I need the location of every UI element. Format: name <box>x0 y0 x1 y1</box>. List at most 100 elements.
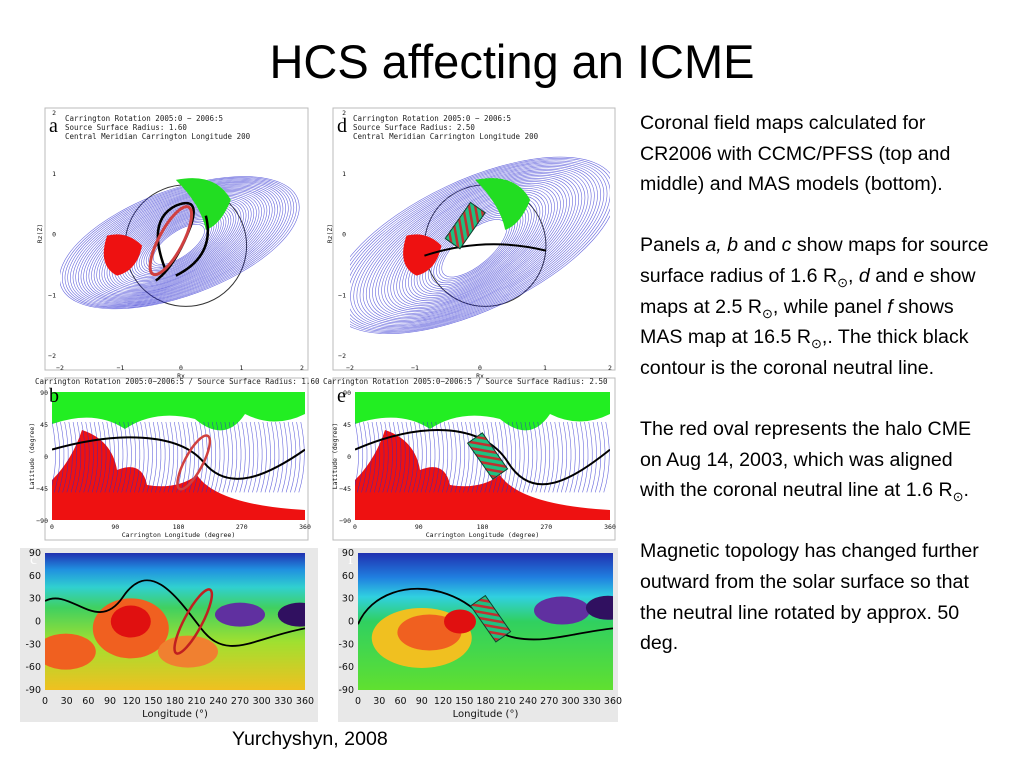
x-tick-label: 180 <box>166 696 184 707</box>
field-line <box>458 421 466 493</box>
field-line <box>116 201 242 286</box>
field-line <box>405 193 544 302</box>
field-line <box>78 183 281 303</box>
y-tick-label: 90 <box>343 389 351 397</box>
x-tick-label: 300 <box>253 696 271 707</box>
field-line <box>382 421 389 493</box>
field-line <box>548 421 555 493</box>
x-axis-label: Longitude (°) <box>453 709 519 720</box>
y-tick-label: -90 <box>25 685 41 696</box>
field-line <box>88 187 270 299</box>
text-run: ,. The thick black contour is the corona… <box>640 326 969 379</box>
field-region <box>534 596 590 625</box>
y-tick-label: 2 <box>342 109 346 117</box>
panel-content <box>52 392 305 520</box>
field-line <box>514 421 521 493</box>
x-tick-label: 150 <box>144 696 162 707</box>
x-tick-label: 1 <box>240 364 244 372</box>
field-line <box>96 421 103 493</box>
field-line <box>98 192 260 295</box>
text-run: e <box>913 264 925 287</box>
field-line <box>350 158 610 333</box>
field-line <box>117 421 124 493</box>
x-axis-label: Longitude (°) <box>142 709 208 720</box>
cme-oval <box>176 434 212 491</box>
y-tick-label: 60 <box>29 571 41 582</box>
field-line <box>150 421 158 493</box>
neutral-line <box>45 579 305 647</box>
x-axis-label: Rx <box>476 372 484 380</box>
x-axis-label: Carrington Longitude (degree) <box>122 531 236 539</box>
positive-polarity <box>52 392 305 431</box>
field-line <box>75 182 284 304</box>
field-line <box>586 421 593 493</box>
field-region <box>277 602 305 627</box>
field-line <box>373 421 381 493</box>
field-line <box>214 421 221 493</box>
panel-letter: e <box>337 385 346 407</box>
field-line <box>356 167 592 325</box>
field-line <box>594 421 602 493</box>
y-tick-label: 60 <box>342 571 354 582</box>
field-line <box>85 186 273 300</box>
negative-polarity <box>403 234 442 276</box>
panel-title: Source Surface Radius: 2.50 <box>353 123 475 132</box>
panel-title: Carrington Rotation 2005:0 − 2006:5 <box>353 114 511 123</box>
x-tick-label: 270 <box>236 523 248 531</box>
field-line <box>539 421 546 493</box>
paragraph: The red oval represents the halo CME on … <box>640 414 992 506</box>
field-line <box>112 421 120 493</box>
field-line <box>573 421 580 493</box>
field-line <box>277 421 284 493</box>
y-tick-label: -60 <box>338 662 354 673</box>
x-tick-label: 0 <box>353 523 357 531</box>
x-tick-label: 90 <box>104 696 116 707</box>
field-line <box>543 421 551 493</box>
x-tick-label: 90 <box>111 523 119 531</box>
y-axis-label: Latitude (degree) <box>28 423 36 490</box>
field-line <box>119 202 239 285</box>
x-tick-label: −2 <box>346 364 354 372</box>
panel-letter: b <box>49 385 59 407</box>
field-line <box>350 164 598 328</box>
flux-rope-body <box>469 594 512 643</box>
negative-polarity <box>52 430 305 520</box>
panel-letter: c <box>30 551 37 568</box>
panel-frame <box>44 107 309 371</box>
x-tick-label: 210 <box>498 696 516 707</box>
field-line <box>509 421 517 493</box>
x-tick-label: 270 <box>231 696 249 707</box>
field-line <box>356 421 364 493</box>
x-tick-label: −1 <box>117 364 125 372</box>
text-run: Magnetic topology has changed further ou… <box>640 540 979 655</box>
positive-polarity <box>355 392 610 431</box>
field-line <box>60 176 300 310</box>
field-line <box>218 421 225 493</box>
field-line <box>129 421 136 493</box>
field-line <box>252 421 259 493</box>
field-line <box>416 421 423 493</box>
x-tick-label: 360 <box>604 523 616 531</box>
x-tick-label: 360 <box>299 523 311 531</box>
text-run: Panels <box>640 234 706 257</box>
x-tick-label: 240 <box>519 696 537 707</box>
y-tick-label: 0 <box>44 453 48 461</box>
y-tick-label: 0 <box>52 231 56 239</box>
field-line <box>582 421 589 493</box>
field-line <box>505 421 512 493</box>
text-run: and <box>738 234 782 257</box>
field-line <box>91 188 268 298</box>
field-line <box>58 421 65 493</box>
field-line <box>497 421 504 493</box>
field-region <box>444 609 476 634</box>
field-region <box>585 595 613 620</box>
field-line <box>402 191 547 303</box>
field-line <box>171 421 179 493</box>
field-line <box>104 421 111 493</box>
field-line <box>454 421 461 493</box>
field-line <box>501 421 508 493</box>
y-tick-label: 90 <box>29 548 41 559</box>
slide-title: HCS affecting an ICME <box>269 35 755 88</box>
field-line <box>290 421 297 493</box>
